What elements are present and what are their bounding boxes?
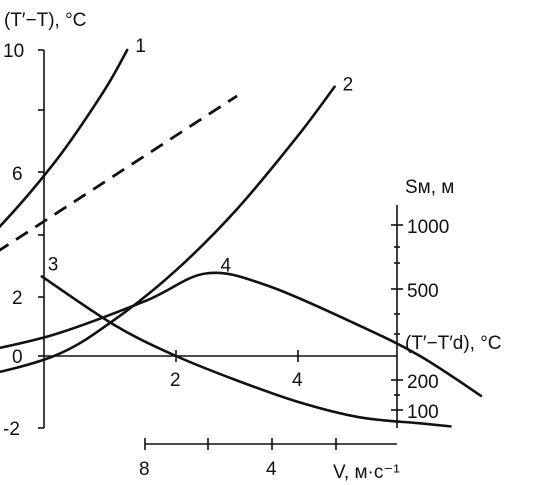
dashed-reference-line [0, 94, 238, 252]
right-tick-label-200: 200 [407, 372, 439, 393]
curve-label-2: 2 [343, 75, 354, 96]
curve-label-4: 4 [221, 255, 232, 276]
zero-line-label: (T′−T′d), °C [405, 333, 502, 354]
inner-x-tick-label-4: 4 [292, 370, 303, 391]
inner-x-tick-label-2: 2 [170, 370, 181, 391]
left-axis-title: (T′−T), °C [4, 10, 86, 31]
right-axis: 1000 500 200 100 [391, 205, 449, 428]
right-axis-title: Sм, м [405, 177, 454, 198]
curve-label-1: 1 [135, 36, 146, 57]
left-tick-label-10: 10 [3, 41, 24, 62]
curve-labels-layer: 0,51234 [48, 36, 354, 276]
curve-1 [0, 48, 129, 229]
right-tick-label-100: 100 [407, 402, 439, 423]
right-tick-label-500: 500 [407, 281, 439, 302]
bottom-tick-label-4: 4 [266, 459, 277, 480]
left-tick-label-neg2: -2 [3, 419, 20, 440]
curves-layer [0, 48, 483, 428]
curve-3 [40, 275, 452, 428]
curve-label-3: 3 [48, 254, 59, 275]
bottom-axis: 8 4 [139, 438, 397, 480]
bottom-axis-title: V, м·с⁻¹ [333, 462, 400, 483]
left-tick-label-0: 0 [12, 347, 23, 368]
curve-2 [0, 85, 336, 374]
right-tick-label-1000: 1000 [407, 217, 449, 238]
left-tick-label-2: 2 [12, 288, 23, 309]
left-tick-label-6: 6 [12, 164, 23, 185]
bottom-tick-label-8: 8 [139, 459, 150, 480]
left-axis: 10 6 2 0 -2 [3, 41, 45, 440]
curve-4 [0, 271, 483, 398]
